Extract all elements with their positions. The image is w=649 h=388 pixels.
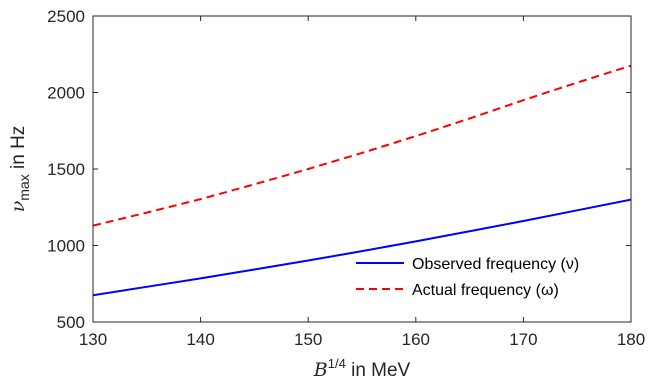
series-line-2 (93, 64, 631, 227)
y-tick-label: 1000 (47, 237, 85, 256)
plot-marks (93, 64, 631, 297)
axes: 130 140 150 160 170 180 500 1000 1500 2000 2500 B1/… (7, 7, 645, 381)
x-tick-label: 180 (617, 330, 645, 349)
x-tick-label: 170 (509, 330, 537, 349)
x-tick-label: 130 (79, 330, 107, 349)
x-tick-label: 140 (186, 330, 214, 349)
legend: Observed frequency (ν) Actual frequency (… (356, 256, 579, 299)
y-axis-label: νmax in Hz (7, 126, 32, 213)
legend-label-1: Observed frequency (ν) (412, 256, 579, 273)
y-tick-label: 1500 (47, 160, 85, 179)
legend-label-2: Actual frequency (ω) (412, 282, 559, 299)
x-axis-label: B1/4 in MeV (313, 356, 411, 381)
x-tick-label: 150 (294, 330, 322, 349)
y-tick-label: 2500 (47, 7, 85, 26)
y-tick-label: 2000 (47, 84, 85, 103)
plot-frame (92, 15, 632, 323)
series-line-1 (93, 198, 631, 297)
x-tick-label: 160 (402, 330, 430, 349)
y-tick-label: 500 (57, 313, 85, 332)
